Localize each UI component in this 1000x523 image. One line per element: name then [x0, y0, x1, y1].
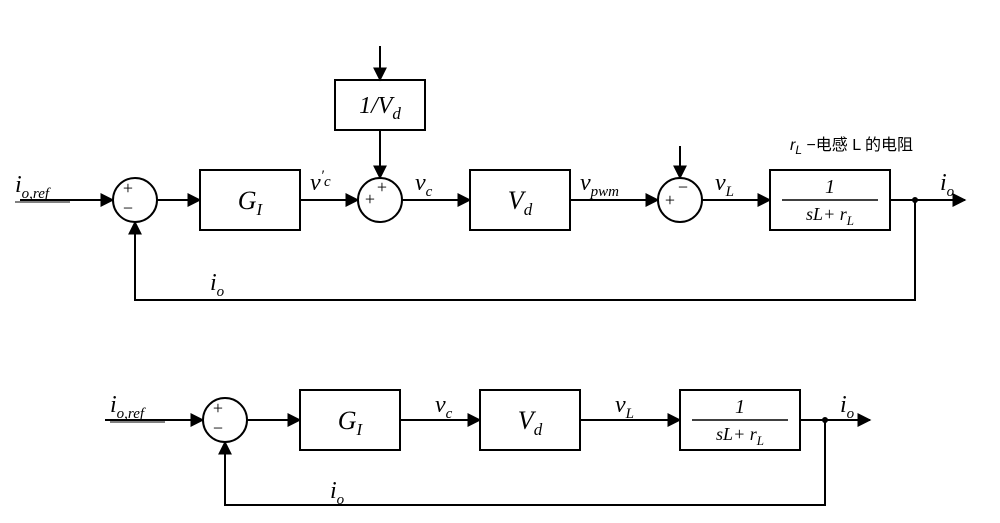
sum-sign: +	[377, 177, 387, 197]
label-io-fb-top: io	[210, 270, 225, 300]
label-vpwm: vpwm	[580, 170, 619, 200]
note-rl: rL −电感 L 的电阻	[790, 136, 913, 157]
sum1-bot	[203, 398, 247, 442]
label-vcprime: v′c	[310, 168, 331, 196]
label-vc-bot: vc	[435, 392, 453, 422]
sum-sign: −	[678, 177, 688, 197]
sum-sign: +	[665, 190, 675, 210]
label-ioref-bot: io,ref	[110, 392, 146, 422]
tf-num: 1	[735, 396, 745, 418]
sum-sign: −	[123, 198, 133, 218]
sum-sign: −	[213, 418, 223, 438]
sum-sign: +	[213, 398, 223, 418]
label-io-out-bot: io	[840, 392, 855, 422]
label-io-fb-bot: io	[330, 478, 345, 508]
label-ioref-top: io,ref	[15, 172, 51, 202]
tf-num: 1	[825, 176, 835, 198]
label-vl-bot: vL	[615, 392, 634, 422]
sum-sign: +	[365, 189, 375, 209]
label-io-out-top: io	[940, 170, 955, 200]
label-vl-top: vL	[715, 170, 734, 200]
sum-sign: +	[123, 178, 133, 198]
label-vc-top: vc	[415, 170, 433, 200]
sum1-top	[113, 178, 157, 222]
